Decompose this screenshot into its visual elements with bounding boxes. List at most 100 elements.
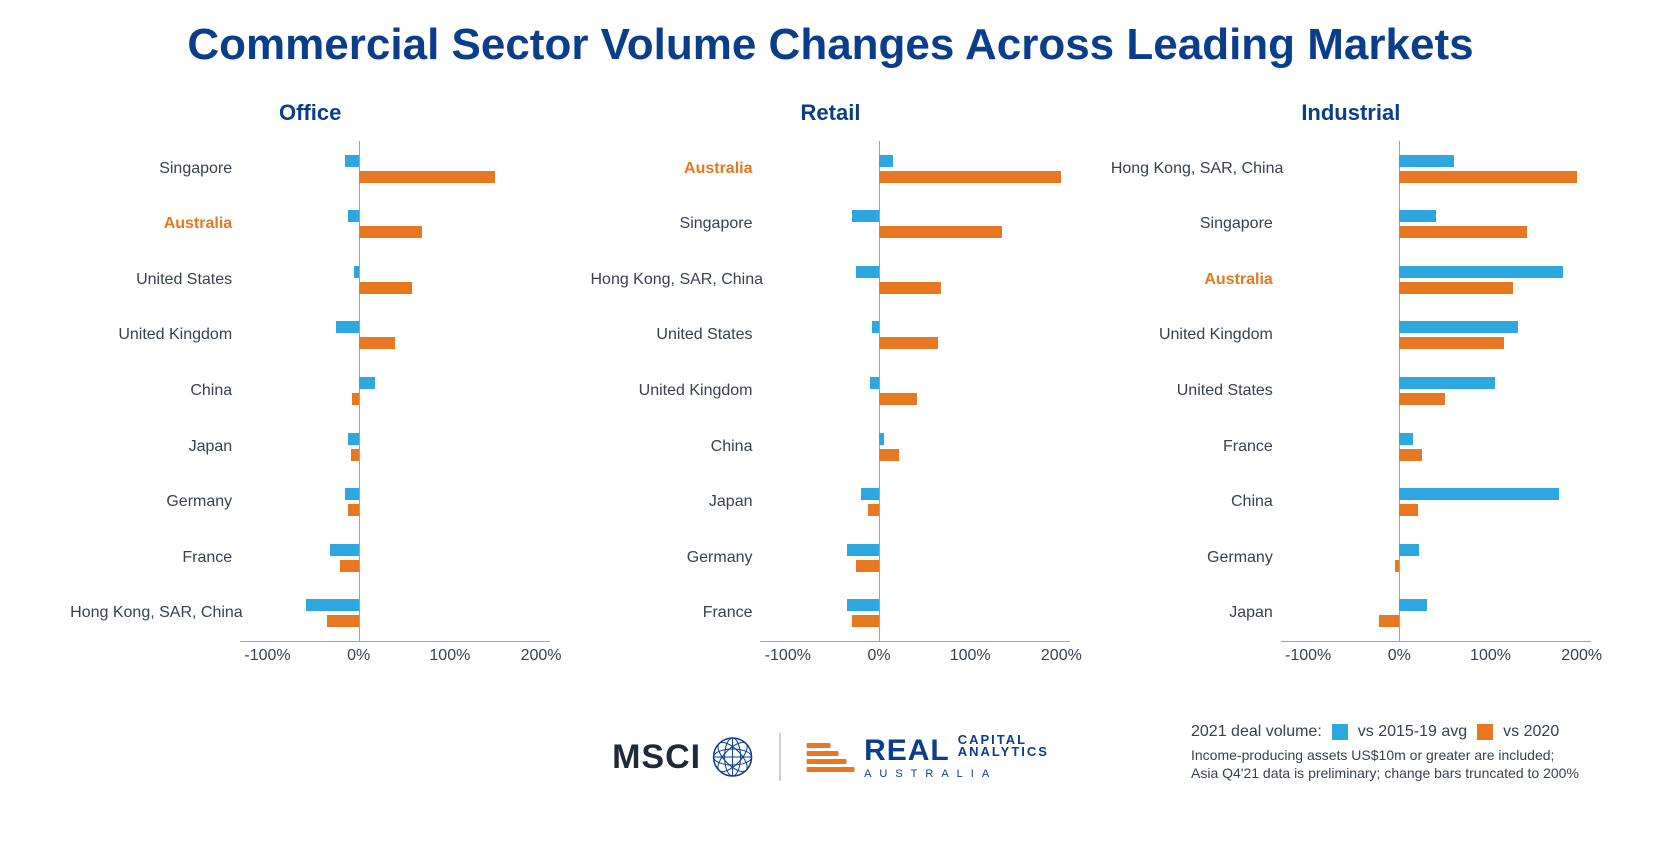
- bar-vs-2020: [352, 393, 358, 405]
- chart-row: Germany: [760, 530, 1070, 586]
- bar-vs-2015-19: [1399, 210, 1435, 222]
- chart-row: United Kingdom: [760, 363, 1070, 419]
- category-label: Australia: [70, 215, 240, 233]
- x-axis: [1281, 641, 1591, 642]
- logo-msci: MSCI: [612, 736, 753, 778]
- bar-vs-2020: [1399, 393, 1445, 405]
- chart-panel: Retail-100%0%100%200%AustraliaSingaporeH…: [570, 100, 1090, 690]
- bar-vs-2020: [351, 449, 358, 461]
- bar-vs-2015-19: [1399, 155, 1454, 167]
- rows: AustraliaSingaporeHong Kong, SAR, ChinaU…: [760, 141, 1070, 641]
- footnote: Income-producing assets US$10m or greate…: [1191, 747, 1611, 782]
- chart-row: China: [240, 363, 550, 419]
- category-label: Singapore: [590, 215, 760, 233]
- rca-australia: AUSTRALIA: [864, 768, 1049, 780]
- globe-icon: [711, 736, 753, 778]
- bar-vs-2015-19: [872, 321, 879, 333]
- bar-vs-2015-19: [861, 488, 879, 500]
- bar-vs-2015-19: [1399, 321, 1518, 333]
- bar-vs-2015-19: [879, 155, 893, 167]
- rows: SingaporeAustraliaUnited StatesUnited Ki…: [240, 141, 550, 641]
- x-tick-label: 0%: [867, 647, 890, 665]
- category-label: Hong Kong, SAR, China: [1111, 160, 1281, 178]
- chart-row: Germany: [1281, 530, 1591, 586]
- bar-vs-2015-19: [1399, 433, 1413, 445]
- bar-vs-2020: [1379, 615, 1399, 627]
- rca-analytics: ANALYTICS: [958, 746, 1049, 758]
- category-label: United States: [70, 271, 240, 289]
- bar-vs-2015-19: [1399, 488, 1559, 500]
- category-label: Australia: [590, 160, 760, 178]
- chart-row: Singapore: [1281, 197, 1591, 253]
- legend-swatch-1: [1332, 724, 1348, 740]
- category-label: United Kingdom: [590, 382, 760, 400]
- category-label: Germany: [1111, 549, 1281, 567]
- bar-vs-2020: [359, 337, 395, 349]
- chart-row: Singapore: [240, 141, 550, 197]
- category-label: Germany: [70, 493, 240, 511]
- page-title: Commercial Sector Volume Changes Across …: [50, 20, 1611, 70]
- bar-vs-2015-19: [359, 377, 375, 389]
- bar-vs-2020: [348, 504, 359, 516]
- chart-panel: Office -100%0%100%200%SingaporeAustraliaU…: [50, 100, 570, 690]
- category-label: United Kingdom: [70, 326, 240, 344]
- chart-area: -100%0%100%200%AustraliaSingaporeHong Ko…: [590, 141, 1070, 641]
- category-label: Singapore: [1111, 215, 1281, 233]
- bar-vs-2015-19: [870, 377, 879, 389]
- rca-real: REAL: [864, 734, 950, 768]
- bar-vs-2020: [327, 615, 359, 627]
- footnote-line-2: Asia Q4'21 data is preliminary; change b…: [1191, 765, 1611, 783]
- rca-bars-icon: [806, 743, 854, 772]
- legend-and-footnote: 2021 deal volume: vs 2015-19 avg vs 2020…: [1191, 723, 1611, 782]
- bar-vs-2020: [852, 615, 879, 627]
- bar-vs-2015-19: [879, 433, 884, 445]
- chart-row: Germany: [240, 474, 550, 530]
- category-label: Germany: [590, 549, 760, 567]
- legend-label-1: vs 2015-19 avg: [1358, 723, 1467, 741]
- chart-row: France: [760, 585, 1070, 641]
- category-label: France: [1111, 438, 1281, 456]
- bar-vs-2020: [1399, 504, 1417, 516]
- chart-row: Hong Kong, SAR, China: [760, 252, 1070, 308]
- bar-vs-2020: [879, 449, 899, 461]
- x-tick-label: -100%: [765, 647, 811, 665]
- x-tick-label: 0%: [347, 647, 370, 665]
- chart-row: China: [1281, 474, 1591, 530]
- bar-vs-2020: [856, 560, 879, 572]
- legend-prefix: 2021 deal volume:: [1191, 723, 1322, 741]
- chart-row: United Kingdom: [1281, 308, 1591, 364]
- x-tick-label: 200%: [1561, 647, 1602, 665]
- footnote-line-1: Income-producing assets US$10m or greate…: [1191, 747, 1611, 765]
- x-tick-label: 200%: [521, 647, 562, 665]
- x-tick-label: 100%: [950, 647, 991, 665]
- logo-rca: REAL CAPITAL ANALYTICS AUSTRALIA: [806, 734, 1049, 780]
- bar-vs-2015-19: [1399, 266, 1563, 278]
- bar-vs-2015-19: [847, 544, 879, 556]
- chart-area: -100%0%100%200%SingaporeAustraliaUnited …: [70, 141, 550, 641]
- bar-vs-2020: [1399, 171, 1577, 183]
- category-label: Hong Kong, SAR, China: [590, 271, 760, 289]
- x-tick-label: -100%: [1285, 647, 1331, 665]
- category-label: China: [1111, 493, 1281, 511]
- bar-vs-2020: [1399, 449, 1422, 461]
- bar-vs-2020: [359, 226, 423, 238]
- chart-row: France: [1281, 419, 1591, 475]
- panel-title: Office: [60, 100, 560, 126]
- bar-vs-2020: [879, 171, 1061, 183]
- x-tick-label: 0%: [1388, 647, 1411, 665]
- chart-area: -100%0%100%200%Hong Kong, SAR, ChinaSing…: [1111, 141, 1591, 641]
- bar-vs-2020: [1399, 337, 1504, 349]
- bar-vs-2015-19: [1399, 599, 1426, 611]
- category-label: United States: [590, 326, 760, 344]
- category-label: Australia: [1111, 271, 1281, 289]
- msci-text: MSCI: [612, 738, 701, 777]
- bar-vs-2020: [879, 393, 917, 405]
- bar-vs-2020: [1395, 560, 1400, 572]
- bar-vs-2015-19: [306, 599, 359, 611]
- x-tick-label: 200%: [1041, 647, 1082, 665]
- category-label: China: [70, 382, 240, 400]
- x-tick-label: 100%: [1470, 647, 1511, 665]
- bar-vs-2020: [1399, 226, 1527, 238]
- category-label: Japan: [70, 438, 240, 456]
- bar-vs-2015-19: [345, 155, 359, 167]
